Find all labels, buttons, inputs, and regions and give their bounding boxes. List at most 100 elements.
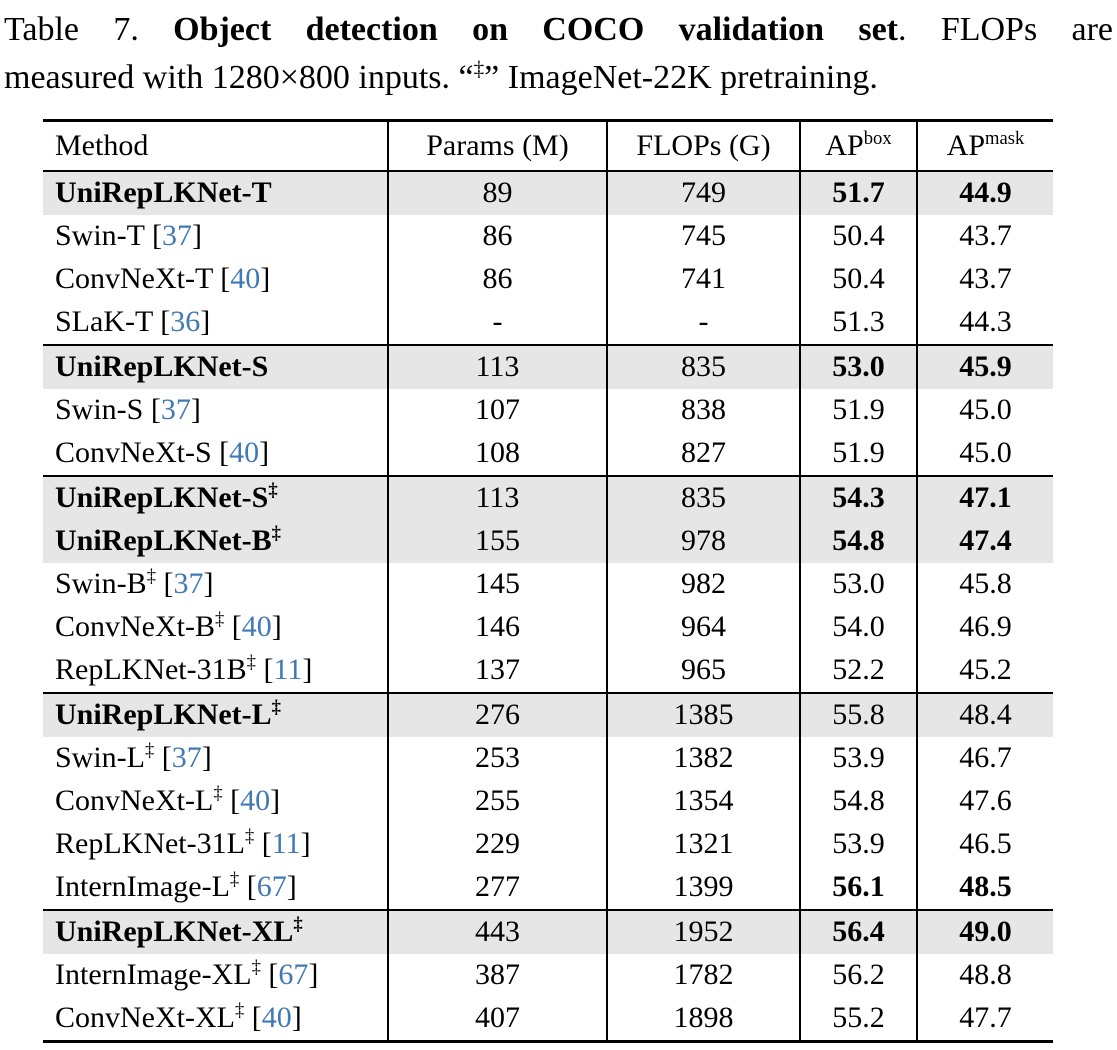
method-cell: RepLKNet-31B‡ [11] [55,652,313,687]
results-table: Method Params (M) FLOPs (G) APbox APmask… [43,118,1053,1043]
method-cell: UniRepLKNet-L‡ [43,693,388,737]
citation-link[interactable]: 67 [256,870,287,904]
method-cell: Swin-T [37] [55,219,202,253]
citation-link[interactable]: 40 [240,784,271,818]
method-name: UniRepLKNet-B [55,524,272,558]
params-cell: 108 [387,431,607,476]
double-dagger-mark: ‡ [244,826,255,848]
params-cell: 253 [387,736,607,780]
method-name: Swin-B [55,567,147,601]
citation-link[interactable]: 40 [229,436,260,470]
params-cell: 137 [387,648,607,693]
ap-mask-cell: 48.8 [916,953,1053,997]
col-header-ap-box: APbox [799,120,917,171]
method-cell: RepLKNet-31L‡ [11] [55,826,311,861]
method-cell: UniRepLKNet-B‡ [43,520,388,563]
ap-box-cell: 54.0 [799,605,917,649]
params-cell: 277 [387,865,607,910]
caption-line-2: measured with 1280×800 inputs. “‡” Image… [4,54,1113,102]
flops-cell: 838 [606,388,800,432]
citation-link[interactable]: 67 [278,958,309,992]
citation-link[interactable]: 37 [161,219,192,253]
ap-box-cell: 51.9 [799,431,917,476]
table-row: ConvNeXt-B‡ [40] 146 964 54.0 46.9 [43,605,1053,649]
params-cell: 113 [387,475,607,520]
table-row: Swin-L‡ [37] 253 1382 53.9 46.7 [43,736,1053,780]
flops-cell: 741 [606,257,800,301]
citation-link[interactable]: 40 [230,262,261,296]
col-header-flops: FLOPs (G) [606,120,800,171]
table-row: UniRepLKNet-T 89 749 51.7 44.9 [43,170,1053,215]
params-cell: 107 [387,388,607,432]
flops-cell: 978 [606,519,800,563]
method-name: ConvNeXt-T [55,262,213,296]
method-name: UniRepLKNet-XL [55,915,294,949]
table-caption: Table 7. Object detection on COCO valida… [4,6,1113,103]
table-row: ConvNeXt-S [40] 108 827 51.9 45.0 [43,431,1053,476]
citation-link[interactable]: 11 [273,653,303,687]
params-cell: 255 [387,779,607,823]
caption-title: Object detection on COCO validation set [173,11,899,48]
params-cell: 276 [387,692,607,737]
ap-mask-cell: 45.2 [916,648,1053,693]
ap-box-cell: 55.8 [799,692,917,737]
citation-link[interactable]: 40 [241,610,272,644]
double-dagger-mark: ‡ [234,1000,245,1022]
ap-box-cell: 56.4 [799,909,917,954]
flops-cell: 835 [606,475,800,520]
flops-cell: 835 [606,344,800,389]
double-dagger-mark: ‡ [271,697,281,719]
table-row: InternImage-L‡ [67] 277 1399 56.1 48.5 [43,865,1053,910]
ap-mask-cell: 44.3 [916,300,1053,345]
double-dagger-mark: ‡ [246,652,256,674]
method-name: ConvNeXt-B [55,610,215,644]
table-row: UniRepLKNet-B‡ 155 978 54.8 47.4 [43,519,1053,563]
ap-box-cell: 50.4 [799,257,917,301]
citation-link[interactable]: 37 [160,393,191,427]
citation-link[interactable]: 11 [271,827,301,861]
ap-mask-cell: 45.0 [916,431,1053,476]
ap-mask-cell: 48.4 [916,692,1053,737]
flops-cell: 964 [606,605,800,649]
citation-link[interactable]: 36 [170,305,201,339]
ap-mask-cell: 47.7 [916,996,1053,1042]
ap-box-cell: 55.2 [799,996,917,1042]
ap-mask-cell: 44.9 [916,170,1053,215]
ap-mask-cell: 43.7 [916,214,1053,258]
flops-cell: - [606,300,800,345]
ap-mask-cell: 46.5 [916,822,1053,866]
table-body: UniRepLKNet-T 89 749 51.7 44.9 Swin-T [37] 86 7… [43,170,1053,1042]
citation-link[interactable]: 37 [171,741,202,775]
params-cell: 113 [387,344,607,389]
citation-link[interactable]: 40 [261,1001,292,1035]
params-cell: 443 [387,909,607,954]
params-cell: 155 [387,519,607,563]
table-row: RepLKNet-31L‡ [11] 229 1321 53.9 46.5 [43,822,1053,866]
method-name: InternImage-L [55,870,230,904]
ap-mask-cell: 47.4 [916,519,1053,563]
ap-box-cell: 51.7 [799,170,917,215]
method-cell: Swin-S [37] [55,393,201,427]
ap-box-cell: 53.9 [799,736,917,780]
col-header-params: Params (M) [387,120,607,171]
method-cell: ConvNeXt-XL‡ [40] [55,1000,302,1035]
ap-mask-cell: 47.1 [916,475,1053,520]
flops-cell: 1898 [606,996,800,1042]
method-cell: ConvNeXt-B‡ [40] [55,609,282,644]
table-row: RepLKNet-31B‡ [11] 137 965 52.2 45.2 [43,648,1053,693]
double-dagger-mark: ‡ [293,914,303,936]
ap-box-cell: 51.9 [799,388,917,432]
ap-mask-cell: 46.9 [916,605,1053,649]
method-name: ConvNeXt-S [55,436,212,470]
method-cell: SLaK-T [36] [55,305,211,339]
table-row: UniRepLKNet-S‡ 113 835 54.3 47.1 [43,475,1053,520]
method-name: InternImage-XL [55,958,252,992]
table-row: InternImage-XL‡ [67] 387 1782 56.2 48.8 [43,953,1053,997]
double-dagger-mark: ‡ [145,740,155,762]
flops-cell: 1952 [606,909,800,954]
col-header-method: Method [55,128,149,162]
caption-text-2: measured with 1280×800 inputs. “ [4,59,474,97]
ap-box-cell: 53.0 [799,562,917,606]
citation-link[interactable]: 37 [173,567,204,601]
flops-cell: 1399 [606,865,800,910]
